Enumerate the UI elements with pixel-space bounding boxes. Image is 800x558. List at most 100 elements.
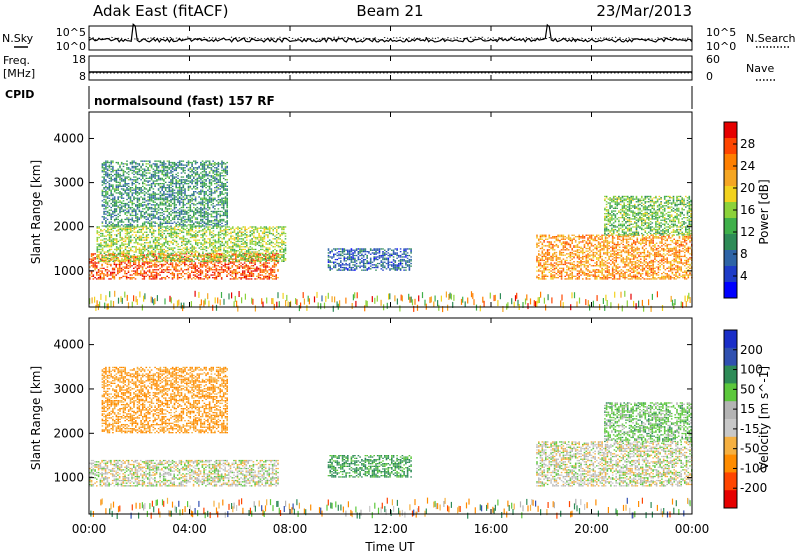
echo-cell — [191, 259, 194, 261]
echo-cell — [254, 228, 257, 231]
echo-cell — [203, 175, 206, 177]
echo-cell — [163, 220, 165, 222]
echo-cell — [157, 206, 160, 209]
echo-cell — [198, 167, 200, 169]
echo-cell — [193, 239, 195, 241]
echo-cell — [150, 224, 153, 226]
echo-cell — [130, 239, 132, 241]
echo-cell — [103, 258, 106, 260]
echo-cell — [366, 254, 368, 257]
echo-cell — [202, 252, 204, 254]
echo-cell — [213, 258, 216, 260]
echo-cell — [230, 256, 232, 258]
echo-cell — [253, 252, 255, 254]
echo-cell — [203, 265, 205, 267]
echo-cell — [106, 161, 109, 164]
echo-cell — [148, 275, 151, 277]
echo-cell — [277, 259, 280, 261]
echo-cell — [258, 252, 260, 254]
echo-cell — [194, 262, 197, 264]
echo-cell — [149, 198, 151, 201]
echo-cell — [327, 260, 330, 262]
echo-cell — [178, 189, 181, 191]
echo-cell — [263, 259, 266, 261]
echo-cell — [193, 168, 195, 170]
echo-cell — [149, 216, 151, 218]
echo-cell — [148, 258, 151, 260]
echo-cell — [110, 192, 112, 194]
echo-cell — [135, 204, 137, 206]
echo-cell — [226, 267, 228, 269]
echo-cell — [105, 226, 107, 228]
echo-cell — [182, 243, 185, 245]
echo-cell — [251, 243, 253, 245]
echo-cell — [152, 210, 155, 213]
echo-cell — [138, 183, 141, 185]
echo-cell — [110, 193, 112, 195]
echo-cell — [210, 189, 213, 191]
echo-cell — [206, 278, 209, 280]
echo-cell — [142, 248, 144, 251]
echo-cell — [195, 226, 197, 228]
echo-cell — [119, 239, 121, 241]
echo-cell — [249, 271, 251, 273]
echo-cell — [165, 227, 167, 229]
echo-cell — [200, 212, 202, 214]
echo-cell — [254, 240, 257, 243]
echo-cell — [172, 234, 174, 236]
echo-cell — [219, 176, 221, 178]
echo-cell — [120, 193, 123, 195]
echo-cell — [216, 240, 218, 243]
echo-cell — [98, 260, 100, 262]
echo-cell — [150, 217, 153, 219]
echo-cell — [203, 164, 206, 166]
echo-cell — [154, 197, 156, 199]
echo-cell — [178, 210, 181, 213]
echo-cell — [149, 246, 151, 248]
echo-cell — [110, 224, 112, 226]
echo-cell — [164, 269, 167, 271]
echo-cell — [159, 197, 162, 199]
echo-cell — [131, 277, 133, 279]
echo-cell — [208, 171, 211, 173]
echo-cell — [263, 265, 265, 267]
echo-cell — [107, 243, 109, 245]
echo-cell — [357, 252, 360, 254]
echo-cell — [130, 255, 132, 257]
echo-cell — [268, 266, 270, 268]
echo-cell — [202, 260, 204, 262]
echo-cell — [189, 255, 191, 258]
echo-cell — [200, 176, 202, 178]
echo-cell — [186, 218, 188, 221]
echo-cell — [163, 192, 165, 194]
echo-cell — [200, 225, 202, 227]
echo-cell — [217, 240, 220, 243]
echo-cell — [221, 240, 223, 243]
echo-cell — [119, 193, 121, 195]
echo-cell — [207, 173, 209, 176]
echo-cell — [223, 243, 225, 245]
echo-cell — [151, 254, 153, 256]
echo-cell — [272, 228, 274, 231]
echo-cell — [112, 160, 114, 162]
echo-cell — [172, 236, 174, 239]
echo-cell — [103, 277, 105, 279]
echo-cell — [244, 256, 246, 258]
echo-cell — [205, 277, 207, 279]
echo-cell — [138, 238, 141, 240]
echo-cell — [155, 269, 158, 271]
echo-cell — [240, 259, 243, 261]
echo-cell — [170, 171, 172, 173]
echo-cell — [243, 266, 246, 268]
echo-cell — [127, 277, 130, 279]
echo-cell — [159, 160, 162, 162]
echo-cell — [124, 227, 127, 229]
echo-cell — [103, 173, 105, 176]
echo-cell — [126, 234, 128, 236]
echo-cell — [159, 238, 162, 240]
echo-cell — [163, 180, 165, 182]
echo-cell — [224, 262, 226, 264]
echo-cell — [133, 246, 136, 248]
echo-cell — [103, 177, 105, 179]
echo-cell — [207, 227, 209, 229]
